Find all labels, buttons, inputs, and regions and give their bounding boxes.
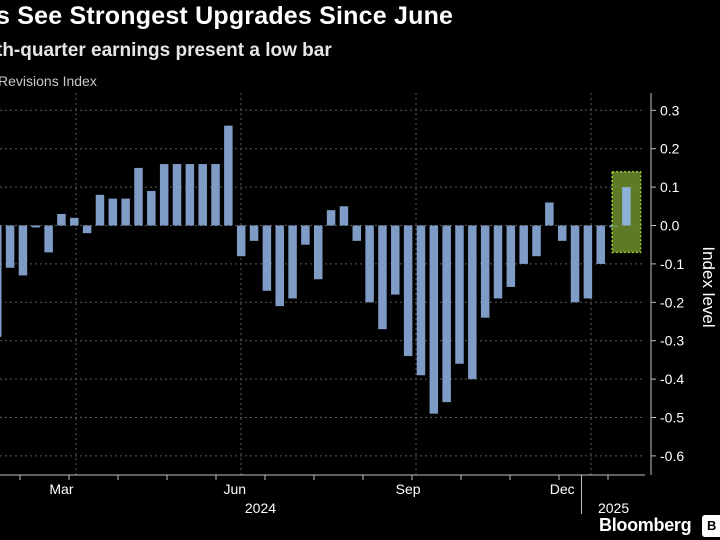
bar bbox=[249, 225, 259, 241]
chart-title: s See Strongest Upgrades Since June bbox=[0, 2, 454, 30]
bar bbox=[429, 225, 439, 414]
chart-subtitle: th-quarter earnings present a low bar bbox=[0, 40, 332, 61]
y-tick-label: -0.2 bbox=[660, 294, 684, 310]
bar bbox=[493, 225, 503, 299]
bar bbox=[198, 164, 207, 226]
bar bbox=[172, 164, 182, 226]
x-year-label: 2025 bbox=[598, 500, 629, 516]
bar bbox=[442, 225, 451, 403]
bar bbox=[57, 213, 66, 226]
bar bbox=[95, 194, 105, 226]
bar bbox=[134, 167, 143, 226]
bar bbox=[108, 198, 118, 226]
bar bbox=[352, 225, 362, 241]
bar bbox=[455, 225, 464, 364]
bar bbox=[339, 206, 349, 226]
x-tick-label: Mar bbox=[49, 481, 73, 497]
bar bbox=[224, 125, 233, 226]
x-tick-label: Jun bbox=[224, 481, 247, 497]
bar bbox=[275, 225, 284, 307]
y-tick-label: -0.5 bbox=[660, 410, 684, 426]
series-label: Revisions Index bbox=[0, 73, 97, 89]
bar bbox=[403, 225, 413, 357]
y-tick-label: -0.1 bbox=[660, 256, 684, 272]
x-tick-label: Sep bbox=[396, 481, 421, 497]
y-tick-label: 0.3 bbox=[660, 102, 680, 118]
bar bbox=[70, 217, 79, 226]
bar bbox=[480, 225, 490, 318]
bar bbox=[211, 164, 220, 226]
bar bbox=[301, 225, 310, 245]
bar bbox=[468, 225, 477, 380]
y-tick-label: 0.0 bbox=[660, 218, 680, 234]
x-year-label: 2024 bbox=[245, 500, 276, 516]
y-tick-label: -0.4 bbox=[660, 371, 684, 387]
bar bbox=[159, 164, 169, 226]
x-tick-label: Dec bbox=[550, 481, 575, 497]
bar bbox=[583, 225, 593, 299]
bar bbox=[557, 225, 567, 241]
y-tick-label: 0.2 bbox=[660, 141, 680, 157]
bar bbox=[326, 210, 336, 226]
bar bbox=[570, 225, 580, 303]
bar bbox=[416, 225, 426, 376]
bar bbox=[519, 225, 528, 264]
bar bbox=[44, 225, 53, 253]
y-axis-title: Index level bbox=[699, 246, 718, 327]
bar bbox=[18, 225, 28, 276]
bar bbox=[314, 225, 323, 280]
bar bbox=[365, 225, 374, 303]
bar bbox=[0, 225, 2, 337]
bar bbox=[532, 225, 541, 257]
bar bbox=[82, 225, 92, 234]
bar bbox=[5, 225, 15, 268]
bar bbox=[147, 190, 156, 226]
bar bbox=[288, 225, 297, 299]
bar bbox=[236, 225, 246, 257]
bar bbox=[622, 187, 631, 226]
bar bbox=[185, 164, 195, 226]
bar bbox=[596, 225, 605, 264]
bar bbox=[378, 225, 387, 330]
y-tick-label: 0.1 bbox=[660, 179, 680, 195]
bar bbox=[391, 225, 400, 295]
y-tick-label: -0.6 bbox=[660, 448, 684, 464]
bar bbox=[31, 225, 41, 228]
bar bbox=[506, 225, 516, 287]
bar bbox=[121, 198, 130, 226]
bar bbox=[262, 225, 272, 291]
bar bbox=[545, 202, 554, 226]
y-tick-label: -0.3 bbox=[660, 333, 684, 349]
bloomberg-mark-icon: B bbox=[702, 515, 720, 537]
bloomberg-logo: Bloomberg bbox=[599, 515, 692, 535]
